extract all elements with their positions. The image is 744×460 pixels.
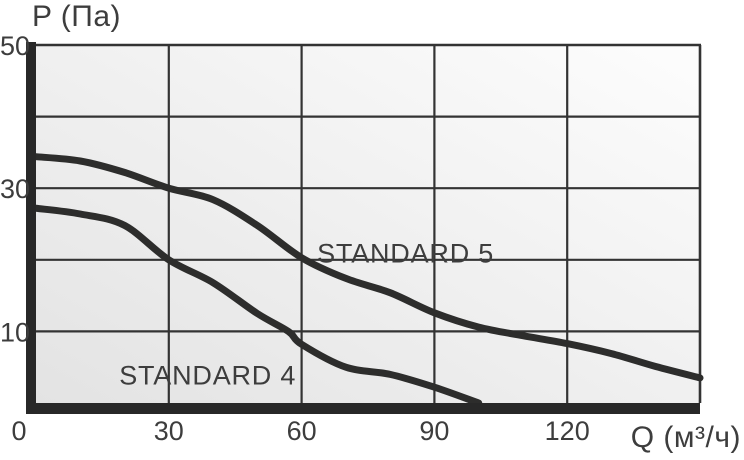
x-axis-title: Q (м³/ч): [630, 421, 741, 454]
curve-label-standard-5: STANDARD 5: [317, 239, 494, 269]
curve-standard-4: [32, 204, 483, 407]
x-tick-label: 30: [154, 416, 184, 446]
x-tick-label: 0: [11, 416, 26, 446]
y-axis-title: P (Па): [32, 0, 122, 33]
y-tick-label: 50: [0, 31, 30, 61]
plot-border: [28, 43, 702, 403]
y-tick-label: 30: [0, 174, 30, 204]
x-tick-label: 60: [287, 416, 317, 446]
y-tick-label: 10: [0, 317, 30, 347]
plot-background: [36, 45, 700, 403]
x-tick-label: 120: [545, 416, 590, 446]
curve-label-standard-4: STANDARD 4: [119, 360, 296, 390]
x-tick-label: 90: [419, 416, 449, 446]
y-axis-bar: [26, 42, 36, 414]
x-axis-bar: [26, 403, 700, 414]
curve-standard-5: [32, 153, 704, 382]
